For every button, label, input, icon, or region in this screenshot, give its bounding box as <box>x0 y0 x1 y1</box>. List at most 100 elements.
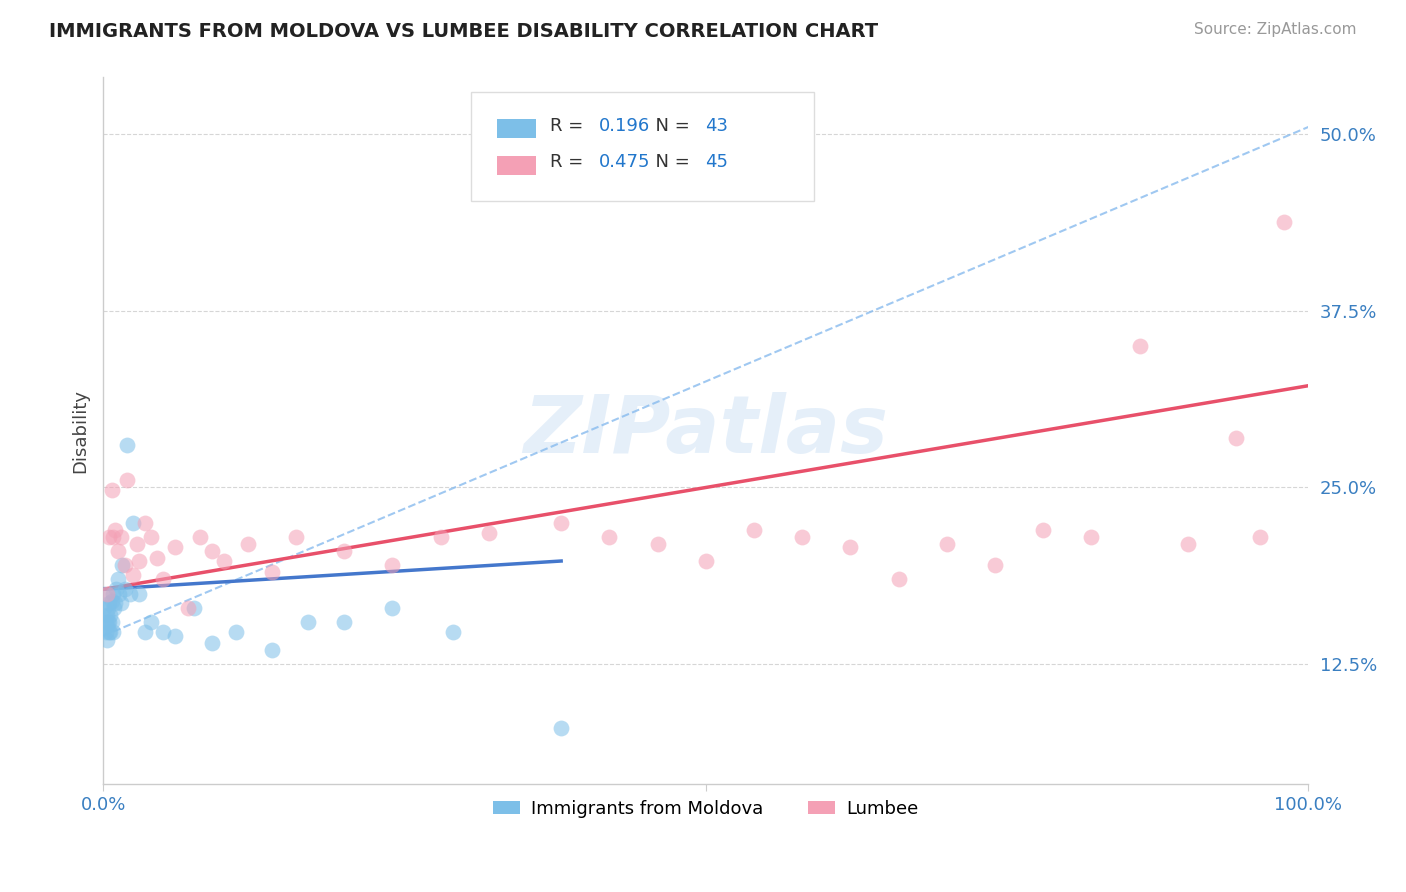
Point <box>111 558 134 573</box>
Text: N =: N = <box>644 117 696 135</box>
Point <box>128 586 150 600</box>
Point <box>141 530 163 544</box>
Point <box>93 600 115 615</box>
Point <box>887 573 910 587</box>
Point <box>97 600 120 615</box>
Point <box>183 600 205 615</box>
Point <box>1129 339 1152 353</box>
Point <box>297 615 319 629</box>
Point <box>98 624 121 639</box>
Point <box>128 554 150 568</box>
FancyBboxPatch shape <box>498 120 536 138</box>
Text: 0.196: 0.196 <box>599 117 650 135</box>
Point <box>441 624 464 639</box>
Point <box>94 624 117 639</box>
Point <box>107 544 129 558</box>
Point <box>115 474 138 488</box>
Point <box>1272 215 1295 229</box>
Point <box>110 597 132 611</box>
Point <box>1080 530 1102 544</box>
Point <box>118 586 141 600</box>
Point <box>333 544 356 558</box>
FancyBboxPatch shape <box>471 92 814 202</box>
Point <box>104 597 127 611</box>
Point <box>176 600 198 615</box>
Point <box>114 558 136 573</box>
FancyBboxPatch shape <box>498 156 536 175</box>
Point <box>100 483 122 498</box>
Point <box>201 636 224 650</box>
Point <box>98 530 121 544</box>
Point <box>165 629 187 643</box>
Point <box>201 544 224 558</box>
Legend: Immigrants from Moldova, Lumbee: Immigrants from Moldova, Lumbee <box>486 792 925 825</box>
Text: R =: R = <box>550 153 589 171</box>
Point <box>792 530 814 544</box>
Point <box>115 438 138 452</box>
Point <box>97 615 120 629</box>
Point <box>152 573 174 587</box>
Point <box>1032 523 1054 537</box>
Point <box>225 624 247 639</box>
Point <box>260 566 283 580</box>
Point <box>98 597 121 611</box>
Point <box>98 607 121 622</box>
Point <box>103 600 125 615</box>
Point <box>333 615 356 629</box>
Point <box>105 582 128 597</box>
Point <box>695 554 717 568</box>
Point <box>141 615 163 629</box>
Point <box>96 619 118 633</box>
Point <box>107 573 129 587</box>
Point <box>96 633 118 648</box>
Point <box>478 525 501 540</box>
Point <box>984 558 1007 573</box>
Point <box>839 540 862 554</box>
Text: 0.475: 0.475 <box>599 153 650 171</box>
Text: 45: 45 <box>704 153 727 171</box>
Point <box>260 643 283 657</box>
Point <box>98 624 121 639</box>
Point <box>114 582 136 597</box>
Point <box>381 600 404 615</box>
Point <box>122 516 145 530</box>
Point <box>100 593 122 607</box>
Point <box>93 586 115 600</box>
Y-axis label: Disability: Disability <box>72 389 89 473</box>
Point <box>550 721 572 735</box>
Point <box>96 607 118 622</box>
Point <box>935 537 957 551</box>
Point <box>146 551 169 566</box>
Text: Source: ZipAtlas.com: Source: ZipAtlas.com <box>1194 22 1357 37</box>
Text: 43: 43 <box>704 117 727 135</box>
Text: N =: N = <box>644 153 696 171</box>
Point <box>101 586 124 600</box>
Point <box>152 624 174 639</box>
Point <box>101 530 124 544</box>
Point <box>100 615 122 629</box>
Point <box>134 624 156 639</box>
Text: ZIPatlas: ZIPatlas <box>523 392 889 470</box>
Point <box>1177 537 1199 551</box>
Point <box>98 615 121 629</box>
Point <box>742 523 765 537</box>
Point <box>285 530 308 544</box>
Point <box>125 537 148 551</box>
Point <box>122 568 145 582</box>
Point <box>101 624 124 639</box>
Point <box>647 537 669 551</box>
Point <box>212 554 235 568</box>
Point <box>134 516 156 530</box>
Point <box>550 516 572 530</box>
Point <box>429 530 451 544</box>
Point <box>107 586 129 600</box>
Point <box>94 615 117 629</box>
Text: IMMIGRANTS FROM MOLDOVA VS LUMBEE DISABILITY CORRELATION CHART: IMMIGRANTS FROM MOLDOVA VS LUMBEE DISABI… <box>49 22 879 41</box>
Point <box>381 558 404 573</box>
Point <box>110 530 132 544</box>
Point <box>1225 431 1247 445</box>
Point <box>598 530 620 544</box>
Point <box>1249 530 1271 544</box>
Point <box>165 540 187 554</box>
Point <box>104 523 127 537</box>
